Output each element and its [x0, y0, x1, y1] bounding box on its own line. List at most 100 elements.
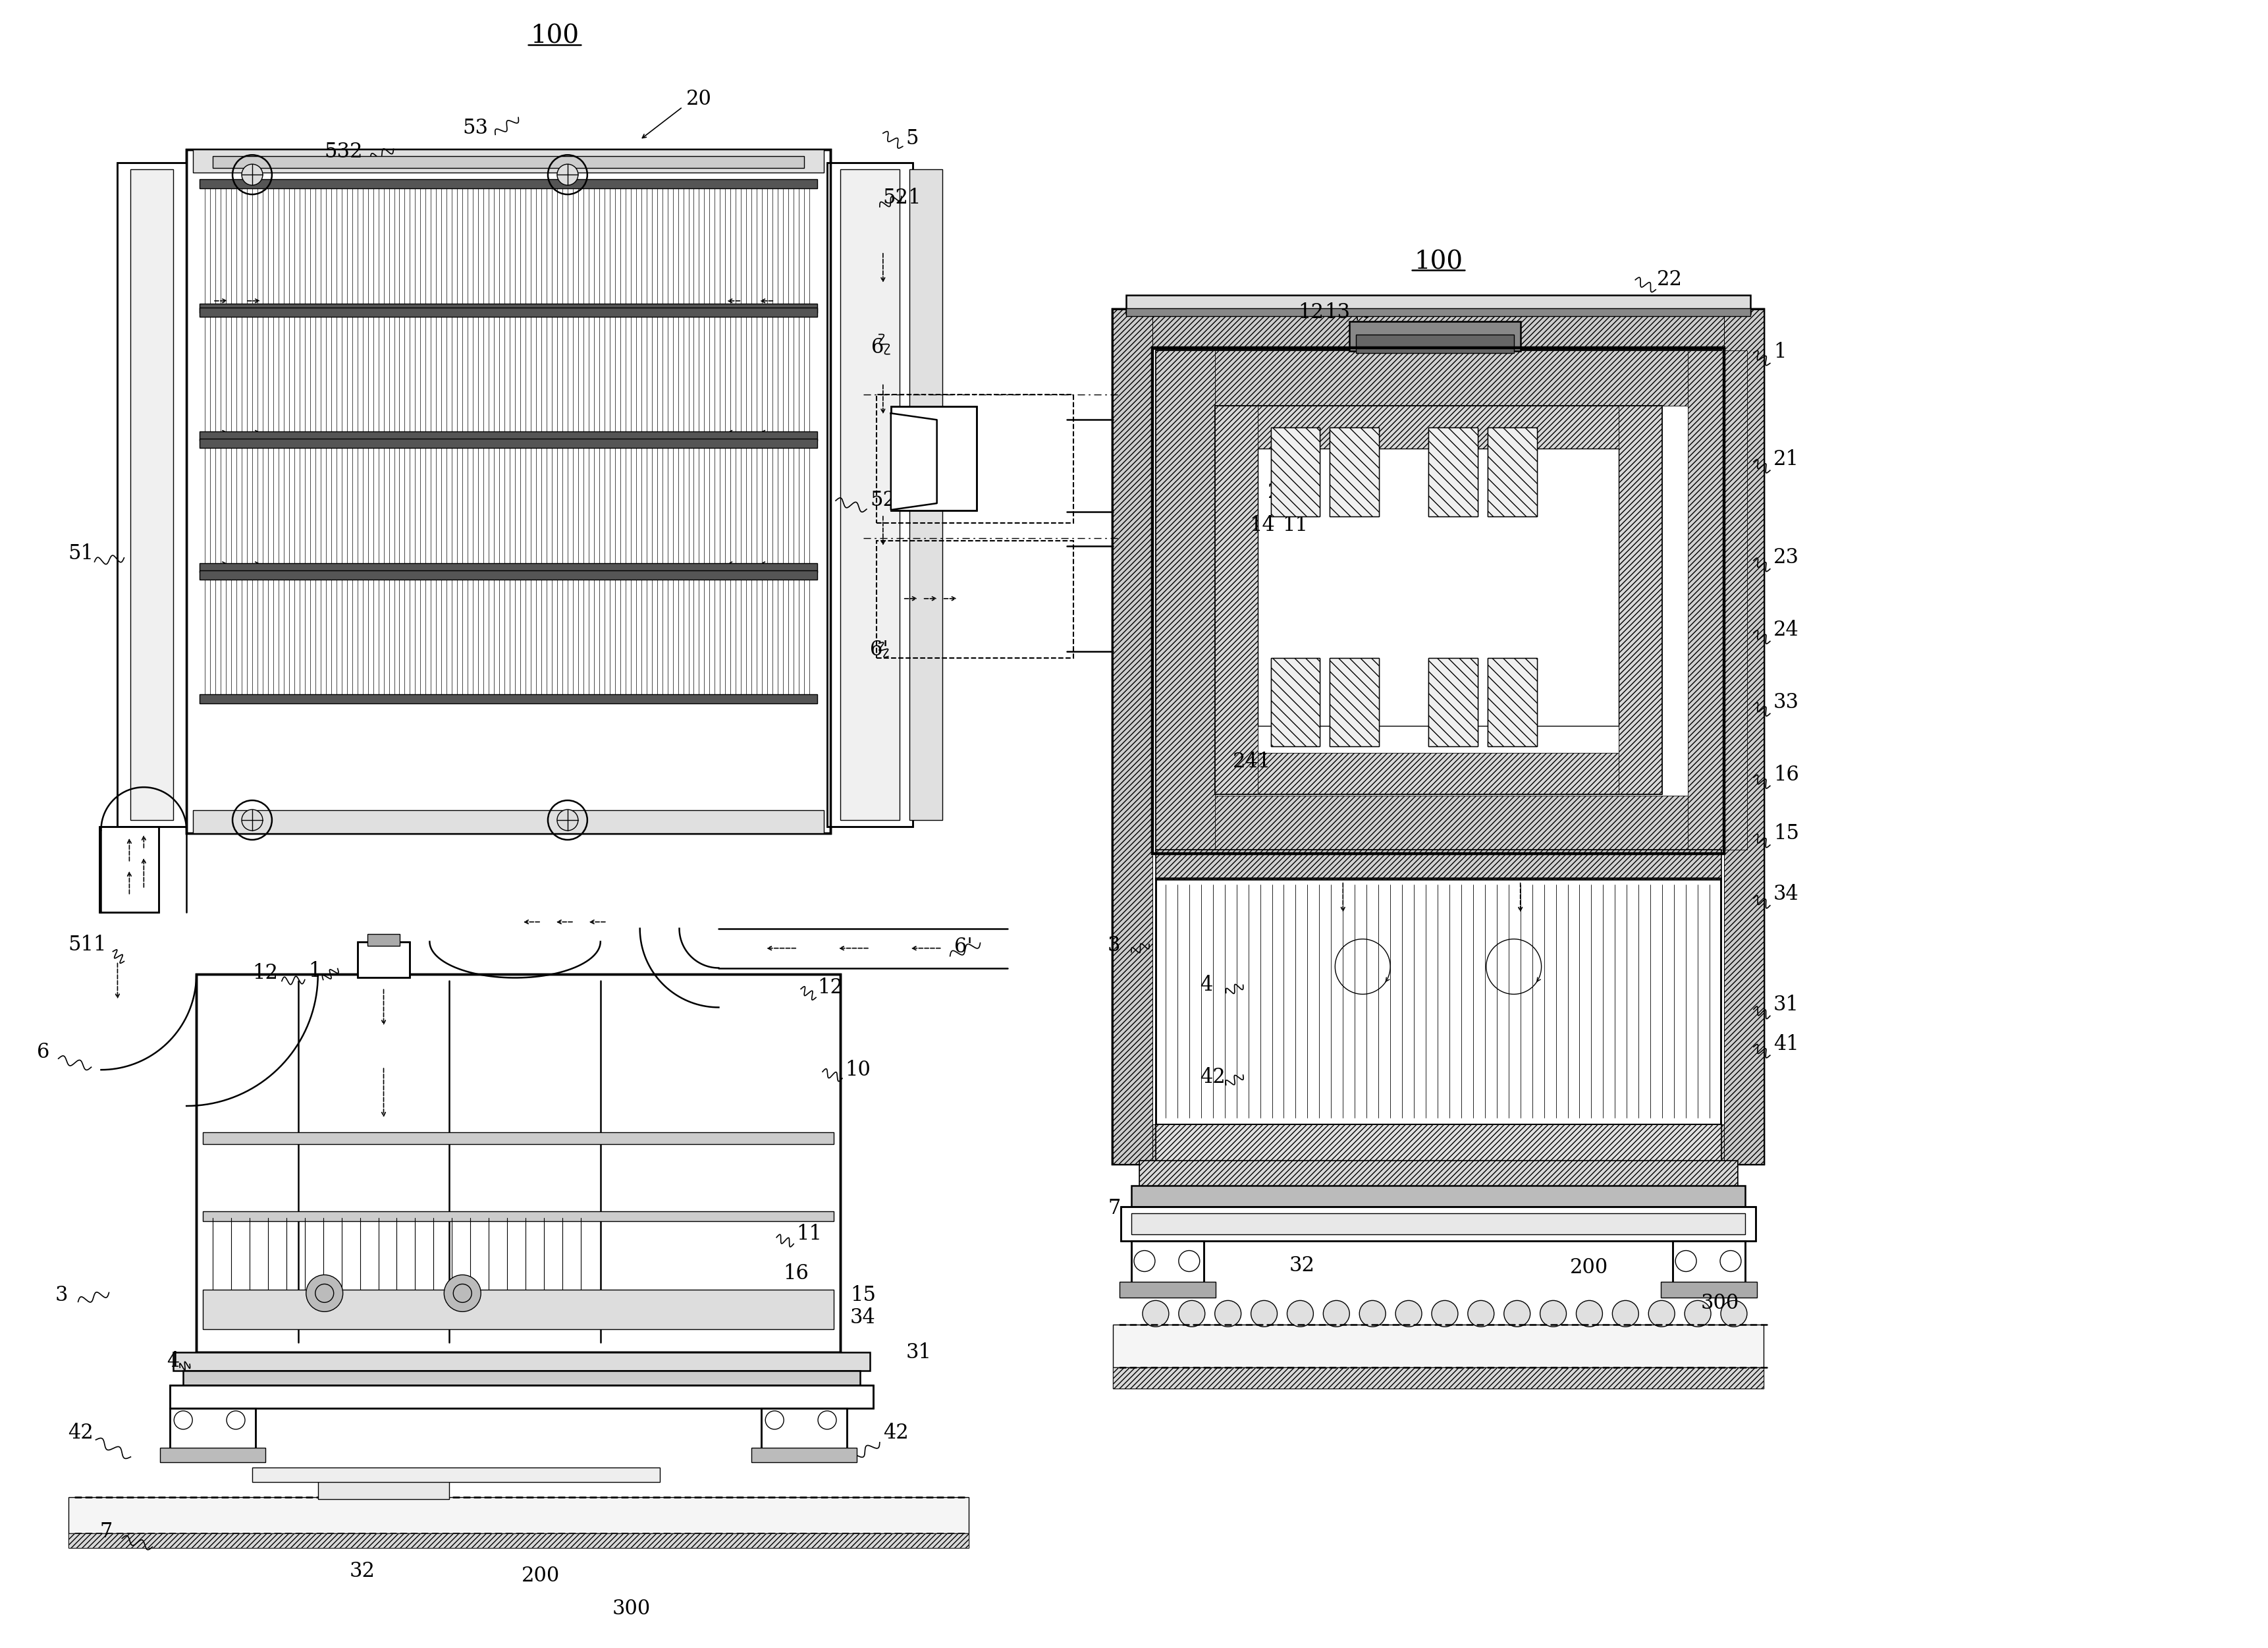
Text: 200: 200 — [522, 1566, 560, 1585]
Bar — [200, 448, 816, 564]
Text: 22: 22 — [1658, 270, 1683, 290]
Bar — [1114, 1325, 1765, 1368]
Bar — [1152, 348, 1724, 854]
Circle shape — [558, 165, 578, 185]
Text: 41: 41 — [1774, 1033, 1799, 1055]
Bar — [1132, 1241, 1204, 1285]
Text: 6: 6 — [871, 338, 885, 358]
Bar — [1429, 428, 1479, 516]
Bar — [202, 1290, 835, 1330]
Bar — [1114, 310, 1152, 1163]
Text: 12: 12 — [1297, 303, 1325, 323]
Circle shape — [1613, 1300, 1640, 1327]
Bar — [172, 1353, 871, 1371]
Text: 11: 11 — [796, 1224, 821, 1244]
Bar — [1329, 658, 1379, 747]
Bar — [1114, 310, 1765, 349]
Circle shape — [1359, 1300, 1386, 1327]
Text: 15: 15 — [850, 1285, 875, 1305]
Bar — [1356, 335, 1513, 353]
Bar — [1132, 1241, 1204, 1285]
Bar — [1270, 428, 1320, 516]
Bar — [891, 407, 975, 511]
Bar — [1157, 349, 1216, 850]
Text: 5: 5 — [905, 129, 919, 148]
Bar — [1674, 1241, 1744, 1285]
Text: 34: 34 — [850, 1307, 875, 1328]
Bar — [1157, 878, 1721, 1124]
Bar — [1429, 658, 1479, 747]
Text: 241: 241 — [1232, 751, 1270, 771]
Bar — [1216, 405, 1662, 448]
Circle shape — [1431, 1300, 1458, 1327]
Bar — [1114, 310, 1765, 1163]
Bar — [828, 163, 912, 827]
Bar — [1120, 1206, 1755, 1241]
Bar — [68, 1496, 968, 1533]
Bar — [200, 308, 816, 316]
Bar — [1216, 405, 1662, 794]
Text: 7: 7 — [1107, 1198, 1120, 1218]
Text: 100: 100 — [1413, 250, 1463, 274]
Bar — [200, 438, 816, 448]
Bar — [1127, 308, 1751, 316]
Bar — [1429, 428, 1479, 516]
Text: 2: 2 — [1268, 481, 1279, 503]
Text: 4: 4 — [168, 1351, 179, 1371]
Circle shape — [1216, 1300, 1241, 1327]
Bar — [318, 1480, 449, 1500]
Bar — [100, 827, 159, 911]
Bar — [1132, 1185, 1744, 1206]
Text: 21: 21 — [1774, 448, 1799, 470]
Text: 3: 3 — [1107, 936, 1120, 956]
Text: 7: 7 — [100, 1521, 113, 1543]
Bar — [839, 170, 900, 821]
Text: 14: 14 — [1250, 514, 1275, 536]
Circle shape — [1395, 1300, 1422, 1327]
Bar — [161, 1447, 265, 1462]
Bar — [1429, 658, 1479, 747]
Bar — [1429, 658, 1479, 747]
Bar — [200, 564, 816, 572]
Bar — [891, 407, 975, 511]
Bar — [1216, 405, 1256, 794]
Text: 100: 100 — [531, 23, 578, 48]
Text: 11: 11 — [1281, 514, 1309, 536]
Bar — [200, 580, 816, 694]
Text: 32: 32 — [349, 1561, 374, 1582]
Bar — [1270, 658, 1320, 747]
Bar — [1270, 658, 1320, 747]
Bar — [200, 180, 816, 188]
Text: 42: 42 — [882, 1422, 909, 1444]
Bar — [200, 316, 816, 432]
Text: 521: 521 — [882, 188, 921, 208]
Bar — [184, 1371, 860, 1386]
Bar — [1687, 349, 1746, 850]
Bar — [1329, 658, 1379, 747]
Text: 16: 16 — [782, 1264, 810, 1284]
Circle shape — [243, 165, 263, 185]
Bar — [200, 303, 816, 313]
Bar — [200, 570, 816, 580]
Bar — [1256, 448, 1619, 727]
Bar — [1114, 1124, 1765, 1163]
Bar — [1329, 428, 1379, 516]
Bar — [68, 1533, 968, 1547]
Bar — [1329, 428, 1379, 516]
Bar — [170, 1386, 873, 1409]
Text: 42: 42 — [1200, 1066, 1225, 1088]
Circle shape — [1252, 1300, 1277, 1327]
Bar — [1157, 850, 1721, 878]
Circle shape — [1288, 1300, 1313, 1327]
Bar — [1216, 405, 1662, 794]
Bar — [170, 1386, 873, 1409]
Bar — [1139, 1160, 1737, 1185]
Text: 31: 31 — [1774, 994, 1799, 1015]
Bar — [1349, 321, 1520, 351]
Bar — [186, 150, 830, 834]
Circle shape — [1721, 1300, 1746, 1327]
Bar — [1270, 658, 1320, 747]
Bar — [1216, 753, 1662, 794]
Text: 15: 15 — [1774, 824, 1799, 844]
Circle shape — [306, 1276, 342, 1312]
